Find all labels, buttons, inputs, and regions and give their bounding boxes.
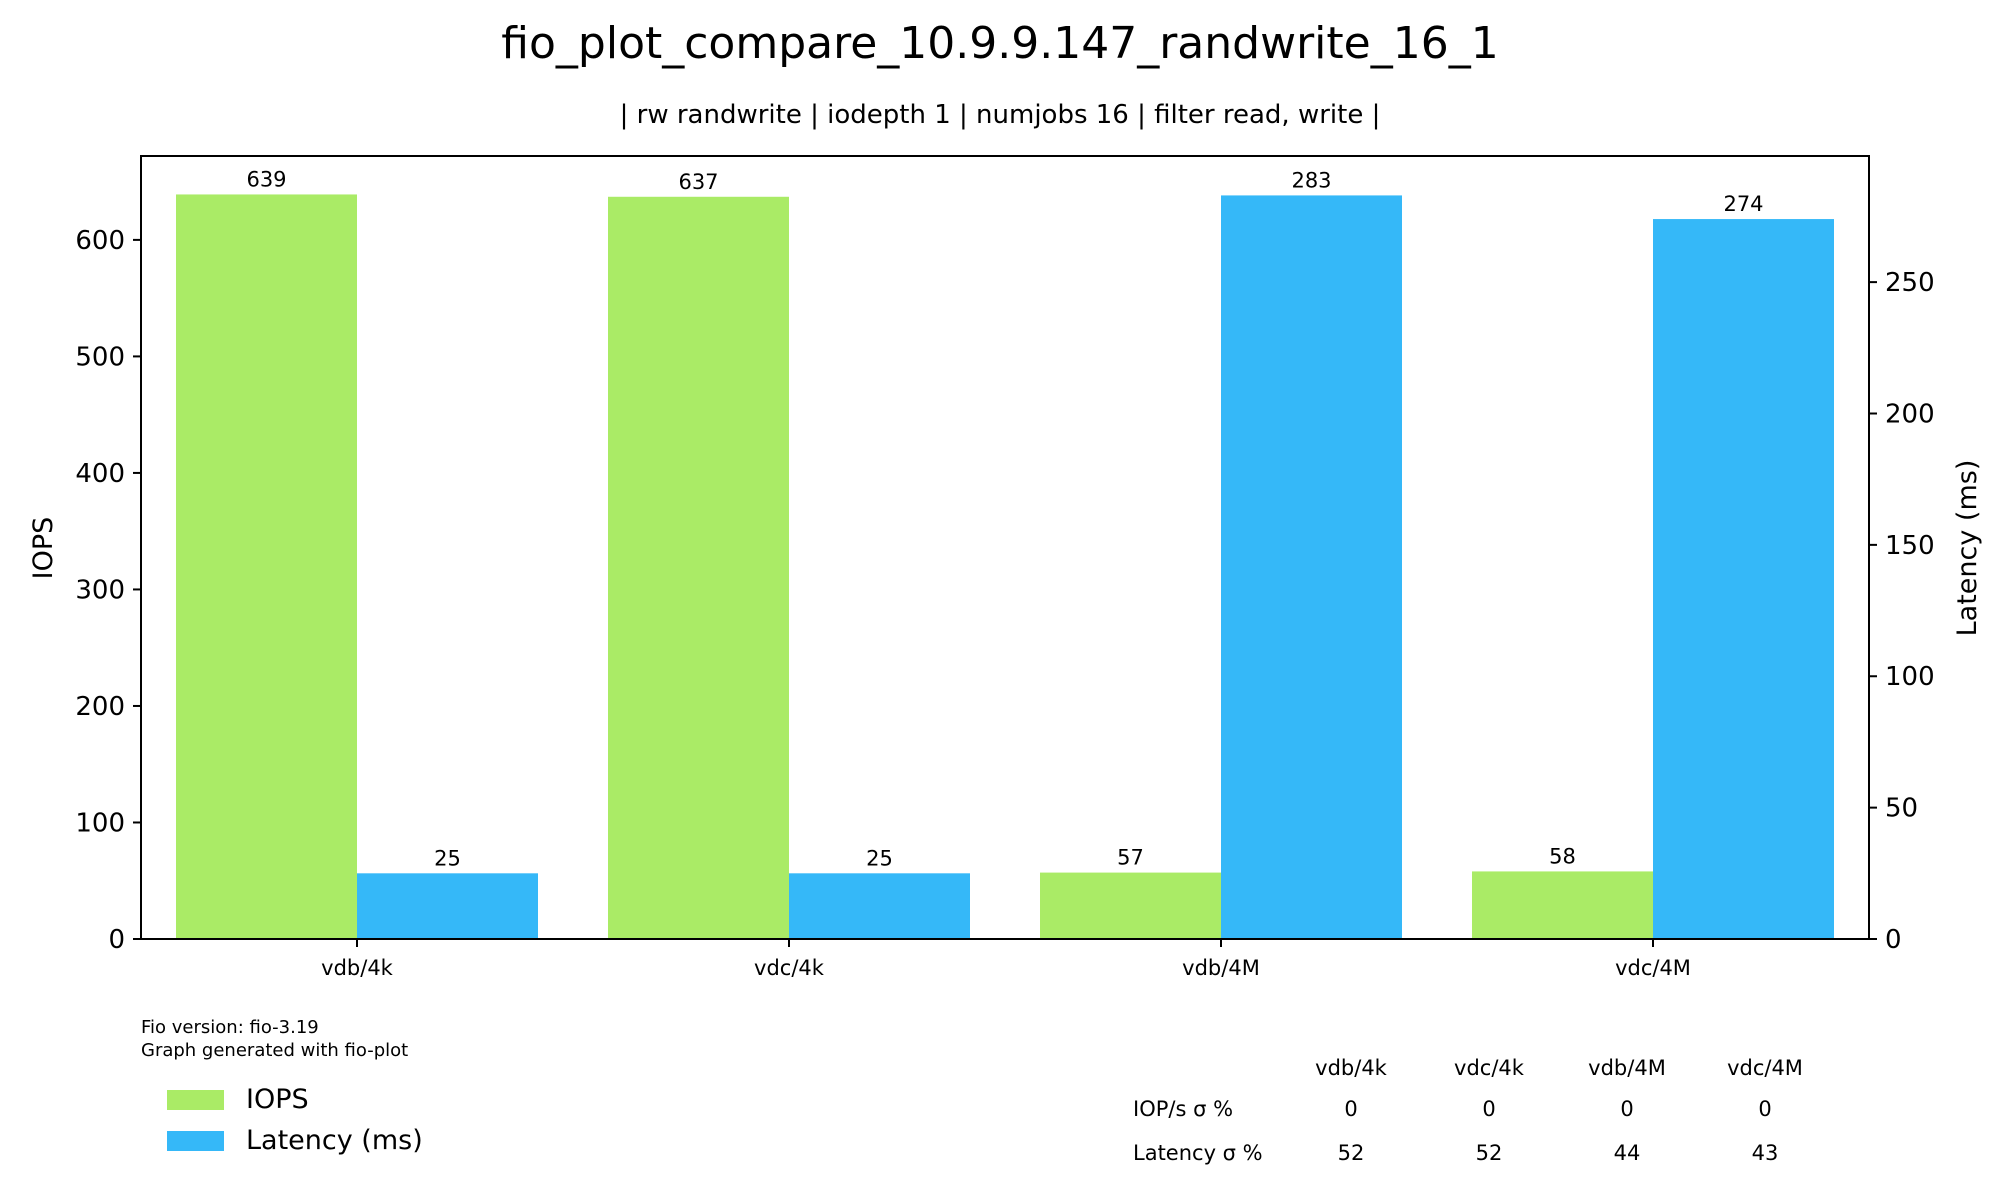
legend: IOPS Latency (ms) [167, 1084, 423, 1156]
y-axis-label-right: Latency (ms) [1952, 460, 1983, 637]
legend-swatch-latency [167, 1131, 224, 1151]
legend-label-latency: Latency (ms) [246, 1125, 423, 1156]
table-col-header: vdc/4k [1454, 1056, 1525, 1080]
plot-frame [140, 155, 1870, 940]
y-tick-label-right: 200 [1885, 399, 1935, 429]
bar-latency [1653, 219, 1834, 939]
data-label: 57 [1117, 846, 1144, 870]
data-label: 283 [1291, 168, 1331, 192]
bar-iops [176, 194, 357, 939]
legend-label-iops: IOPS [246, 1084, 309, 1115]
table-row-label: Latency σ % [1133, 1141, 1263, 1165]
table-cell: 0 [1620, 1097, 1633, 1121]
data-label: 639 [246, 167, 286, 191]
bars-layer: 639 25 637 25 57 283 58 274 [176, 167, 1834, 940]
data-label: 637 [678, 170, 718, 194]
fio-version-note: Fio version: fio-3.19 [141, 1017, 319, 1038]
y-tick-label-left: 300 [75, 575, 125, 605]
y-tick-label-left: 500 [75, 342, 125, 372]
bar-latency [357, 873, 538, 939]
ticks-layer: vdb/4k vdc/4k vdb/4M vdc/4M0100200300400500… [75, 226, 1934, 980]
x-tick-label: vdb/4M [1182, 956, 1260, 980]
y-tick-label-left: 100 [75, 808, 125, 838]
table-col-header: vdc/4M [1727, 1056, 1803, 1080]
chart-subtitle: | rw randwrite | iodepth 1 | numjobs 16 … [620, 100, 1381, 130]
chart-title: fio_plot_compare_10.9.9.147_randwrite_16… [501, 18, 1498, 69]
bar-latency [1221, 195, 1402, 940]
table-cell: 43 [1752, 1141, 1779, 1165]
data-label: 58 [1549, 844, 1576, 868]
x-tick-label: vdc/4k [754, 956, 825, 980]
table-row-label: IOP/s σ % [1133, 1097, 1233, 1121]
y-axis-label-left: IOPS [28, 517, 59, 580]
y-tick-label-left: 200 [75, 692, 125, 722]
table-cell: 52 [1476, 1141, 1503, 1165]
bar-iops [1472, 871, 1653, 939]
table-cell: 44 [1614, 1141, 1641, 1165]
table-cell: 0 [1758, 1097, 1771, 1121]
y-tick-label-right: 150 [1885, 531, 1935, 561]
y-tick-label-right: 0 [1885, 925, 1902, 955]
y-tick-label-right: 50 [1885, 794, 1918, 824]
data-label: 25 [434, 846, 461, 870]
stats-table: vdb/4k vdc/4k vdb/4M vdc/4M IOP/s σ % 0 … [1133, 1056, 1803, 1165]
y-tick-label-left: 600 [75, 226, 125, 256]
y-tick-label-right: 100 [1885, 662, 1935, 692]
bar-latency [789, 873, 970, 939]
data-label: 25 [866, 846, 893, 870]
table-col-header: vdb/4M [1588, 1056, 1666, 1080]
table-col-header: vdb/4k [1315, 1056, 1388, 1080]
y-tick-label-right: 250 [1885, 268, 1935, 298]
bar-iops [608, 196, 789, 939]
bar-iops [1040, 872, 1221, 939]
table-cell: 52 [1338, 1141, 1365, 1165]
y-tick-label-left: 0 [108, 925, 125, 955]
x-tick-label: vdc/4M [1615, 956, 1691, 980]
x-tick-label: vdb/4k [321, 956, 394, 980]
legend-swatch-iops [167, 1090, 224, 1110]
fio-plot-note: Graph generated with fio-plot [141, 1040, 408, 1061]
y-tick-label-left: 400 [75, 459, 125, 489]
data-label: 274 [1723, 192, 1763, 216]
table-cell: 0 [1482, 1097, 1495, 1121]
table-cell: 0 [1344, 1097, 1357, 1121]
